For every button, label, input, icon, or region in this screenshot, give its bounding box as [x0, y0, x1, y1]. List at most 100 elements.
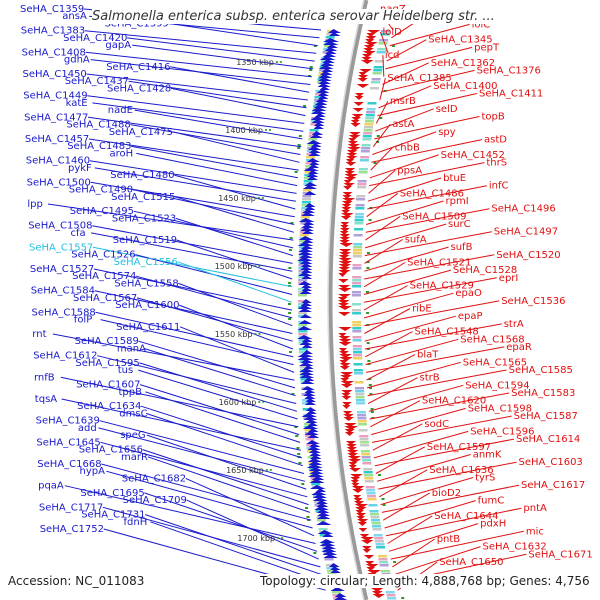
gene-label-left: SeHA_C1428 — [107, 83, 171, 94]
feature-block — [298, 276, 308, 279]
gene-arrow-plus — [343, 417, 354, 421]
gene-arrow-minus — [325, 50, 337, 54]
feature-block — [356, 198, 366, 201]
leader-line-left — [185, 477, 315, 537]
leader-line-right — [379, 77, 386, 101]
gene-arrow-plus — [338, 258, 352, 262]
gene-arrow-plus — [345, 441, 356, 445]
leader-line-left — [174, 174, 296, 210]
gene-arrow-plus — [340, 216, 352, 220]
feature-block — [367, 495, 377, 498]
gene-arrow-plus — [365, 564, 379, 568]
feature-block — [298, 324, 308, 327]
gene-arrow-plus — [359, 69, 372, 73]
backbone-highlight — [327, 0, 365, 600]
gene-arrow-plus — [348, 135, 361, 139]
leader-line-right — [387, 515, 433, 544]
gene-label-left: SeHA_C1731 — [81, 510, 145, 521]
gene-arrow-plus — [338, 261, 353, 265]
feature-block — [373, 534, 383, 537]
feature-block — [305, 162, 315, 165]
kbp-label: 1500 kbp — [215, 262, 253, 271]
feature-block — [353, 246, 363, 249]
feature-block — [367, 102, 377, 105]
gene-arrow-plus — [353, 495, 362, 499]
gene-arrow-minus — [330, 566, 341, 570]
gene-arrow-plus — [350, 123, 361, 127]
leader-line-right — [370, 146, 394, 171]
gene-arrow-minus — [319, 539, 335, 543]
feature-block — [301, 204, 311, 207]
feature-block — [319, 534, 329, 537]
feature-block — [327, 570, 336, 573]
gene-arrow-minus — [301, 344, 313, 348]
feature-block — [300, 222, 310, 225]
feature-block — [306, 444, 316, 447]
feature-block — [352, 303, 361, 306]
feature-block — [304, 171, 314, 174]
feature-block — [353, 363, 363, 366]
gene-arrow-plus — [358, 72, 367, 76]
gene-arrow-minus — [306, 410, 317, 414]
gene-arrow-plus — [338, 267, 351, 271]
leader-line-left — [174, 196, 294, 233]
trna-mark — [290, 222, 294, 224]
feature-block — [298, 312, 308, 315]
gene-arrow-plus — [344, 426, 358, 430]
feature-block — [301, 399, 311, 402]
gene-label-right: anmK — [473, 450, 502, 461]
feature-block — [357, 417, 367, 420]
leader-line-left — [145, 391, 301, 443]
gene-arrow-minus — [318, 77, 332, 81]
gene-arrow-plus — [338, 333, 347, 337]
gene-label-left: SeHA_C1416 — [106, 62, 170, 73]
gene-arrow-minus — [321, 68, 334, 72]
gene-arrow-minus — [321, 545, 337, 549]
trna-mark — [366, 267, 370, 269]
feature-block — [298, 348, 308, 351]
gene-label-left: SeHA_C1668 — [37, 459, 101, 470]
gene-label-left: katE — [66, 98, 88, 109]
gene-arrow-plus — [342, 198, 356, 202]
gene-arrow-plus — [355, 510, 364, 514]
feature-block — [364, 474, 373, 477]
gene-arrow-plus — [354, 504, 369, 508]
trna-mark — [298, 135, 302, 137]
feature-block — [366, 492, 376, 495]
feature-block — [354, 216, 364, 219]
feature-block — [352, 279, 362, 282]
leader-line-right — [363, 292, 454, 319]
gene-arrow-plus — [341, 207, 352, 211]
gene-arrow-plus — [341, 213, 354, 217]
gene-arrow-plus — [350, 477, 361, 481]
leader-line-right — [373, 430, 469, 459]
feature-block — [352, 264, 362, 267]
feature-block — [298, 300, 307, 303]
feature-block — [298, 288, 308, 291]
gene-label-right: epaR — [506, 342, 532, 353]
gene-label-left: SeHA_C1557 — [29, 242, 93, 253]
gene-arrow-plus — [351, 483, 360, 487]
gene-arrow-minus — [299, 371, 314, 375]
leader-line-right — [364, 246, 449, 272]
gene-label-left: SeHA_C1359 — [20, 4, 84, 15]
feature-block — [299, 366, 309, 369]
feature-block — [301, 201, 311, 204]
gene-arrow-plus — [364, 42, 378, 46]
feature-block — [299, 351, 308, 354]
gene-arrow-minus — [316, 89, 330, 93]
gene-arrow-plus — [355, 507, 367, 511]
leader-line-left — [143, 347, 296, 397]
feature-block — [298, 279, 308, 282]
gene-label-left: SeHA_C1752 — [40, 524, 104, 535]
gene-arrow-plus — [346, 153, 358, 157]
gene-arrow-minus — [323, 38, 340, 42]
gene-label-right: SeHA_C1568 — [460, 334, 524, 345]
gene-label-left: SeHA_C1589 — [75, 336, 139, 347]
gene-arrow-minus — [304, 182, 318, 186]
gene-label-right: SeHA_C1603 — [519, 457, 583, 468]
trna-mark — [382, 504, 386, 506]
gene-arrow-minus — [308, 152, 321, 156]
gene-arrow-minus — [314, 101, 328, 105]
leader-line-right — [364, 238, 403, 264]
